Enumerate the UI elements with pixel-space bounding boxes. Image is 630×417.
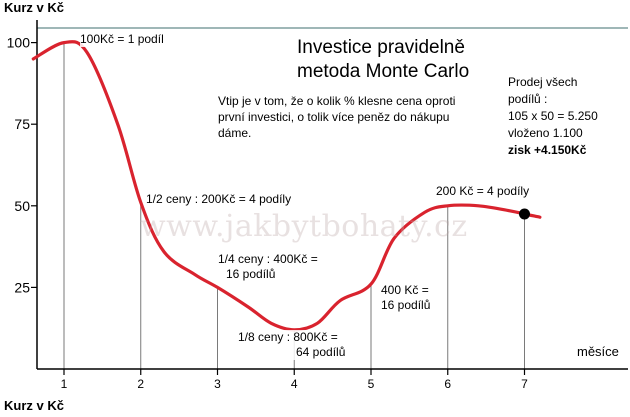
result-line-5: zisk +4.150Kč	[508, 143, 587, 157]
result-line-3: 105 x 50 = 5.250	[508, 109, 598, 123]
price-curve-line	[31, 40, 542, 332]
chart-title-line-2: metoda Monte Carlo	[297, 61, 470, 82]
annotation-point-6: 200 Kč = 4 podíly	[436, 184, 530, 199]
annotation-point-3-line-1: 1/4 ceny : 400Kč =	[218, 252, 318, 266]
y-axis-label: Kurz v Kč	[4, 0, 64, 15]
annotation-point-3-line-2: 16 podílů	[226, 267, 276, 281]
annotation-point-2-line-1: 1/2 ceny : 200Kč = 4 podíly	[146, 192, 292, 206]
chart-title-line-1: Investice pravidelně	[297, 37, 465, 58]
sell-point-marker	[519, 208, 530, 220]
result-line-2: podílů :	[508, 92, 548, 106]
y-tick-label: 75	[14, 116, 30, 132]
y-tick-label: 25	[14, 279, 30, 295]
x-tick-label: 4	[291, 377, 298, 391]
annotation-point-1: 100Kč = 1 podíl	[80, 32, 164, 47]
y-axis-label-bottom: Kurz v Kč	[4, 398, 64, 413]
y-tick-label: 100	[7, 35, 31, 51]
chart-axes: 25 50 75 100 1 2 3 4 5 6 7	[7, 20, 628, 391]
result-line-4: vloženo 1.100	[508, 126, 583, 140]
annotation-point-4-line-1: 1/8 ceny : 800Kč =	[238, 330, 338, 344]
x-axis-label: měsíce	[577, 344, 619, 359]
annotation-point-5: 400 Kč = 16 podílů	[381, 283, 431, 313]
chart-series	[31, 40, 542, 332]
annotation-point-3: 1/4 ceny : 400Kč = 16 podílů	[218, 252, 318, 282]
x-tick-label: 6	[444, 377, 451, 391]
x-tick-label: 3	[214, 377, 221, 391]
annotation-point-4: 1/8 ceny : 800Kč = 64 podílů	[238, 330, 346, 360]
x-tick-label: 5	[368, 377, 375, 391]
annotation-point-5-line-1: 400 Kč =	[381, 283, 429, 297]
y-tick-label: 50	[14, 198, 30, 214]
annotation-point-4-line-2: 64 podílů	[296, 345, 346, 359]
x-tick-label: 2	[137, 377, 144, 391]
annotation-point-1-line-1: 100Kč = 1 podíl	[80, 32, 164, 46]
x-tick-label: 7	[521, 377, 528, 391]
annotation-point-6-line-1: 200 Kč = 4 podíly	[436, 184, 530, 198]
x-tick-label: 1	[61, 377, 68, 391]
chart-title: Investice pravidelně metoda Monte Carlo	[297, 36, 469, 84]
annotation-point-2: 1/2 ceny : 200Kč = 4 podíly	[146, 192, 292, 207]
annotation-point-5-line-2: 16 podílů	[381, 298, 431, 312]
result-box: Prodej všech podílů : 105 x 50 = 5.250 v…	[508, 74, 598, 159]
watermark-text: www.jakbytbohaty.cz	[140, 209, 468, 244]
explanation-note: Vtip je v tom, že o kolik % klesne cena …	[218, 94, 456, 140]
result-line-1: Prodej všech	[508, 75, 578, 89]
vertical-guide-lines	[63, 42, 525, 369]
